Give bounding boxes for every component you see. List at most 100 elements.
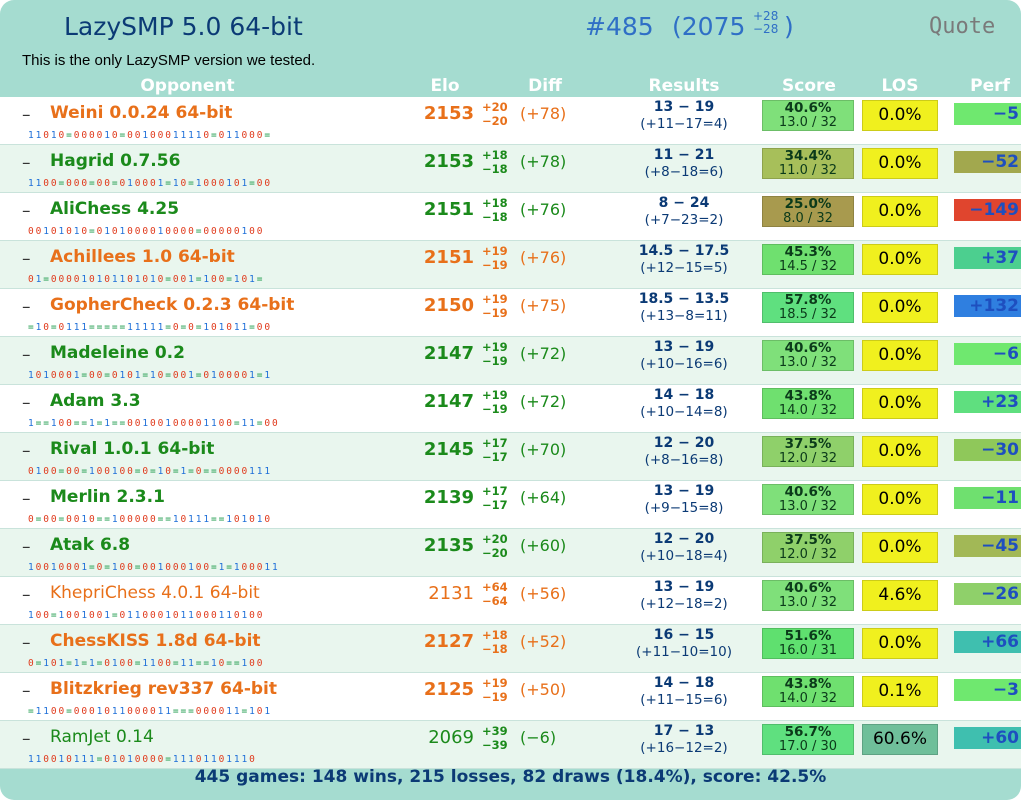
results-total: 13 − 19: [653, 483, 715, 499]
score-percent: 40.6%: [784, 100, 832, 116]
header: LazySMP 5.0 64-bit #485 (2075 +28 −28 ) …: [0, 0, 1021, 56]
opponent-name-link[interactable]: AliChess 4.25: [50, 199, 180, 219]
row-dash: –: [22, 105, 31, 125]
score-fraction: 18.5 / 32: [778, 307, 838, 322]
opponent-name-link[interactable]: Hagrid 0.7.56: [50, 151, 181, 171]
score-percent: 40.6%: [784, 340, 832, 356]
row-dash: –: [22, 441, 31, 461]
results-total: 17 − 13: [653, 723, 715, 739]
opponent-name-link[interactable]: Blitzkrieg rev337 64-bit: [50, 679, 278, 699]
los-cell: 60.6%: [862, 724, 938, 755]
score-fraction: 8.0 / 32: [783, 211, 833, 226]
game-results-sequence: 01=000010101101010=001=100=101=: [28, 274, 265, 285]
row-dash: –: [22, 393, 31, 413]
score-cell: 40.6% 13.0 / 32: [762, 580, 854, 611]
elo-diff: (+72): [520, 344, 567, 363]
opponent-name-link[interactable]: Weini 0.0.24 64-bit: [50, 103, 233, 123]
column-header-perf[interactable]: Perf: [970, 76, 1010, 96]
opponent-elo: 2125: [423, 679, 474, 700]
results-total: 14 − 18: [653, 675, 715, 691]
elo-error: +19 −19: [482, 340, 508, 368]
results-total: 13 − 19: [653, 339, 715, 355]
opponent-name-link[interactable]: Adam 3.3: [50, 391, 141, 411]
results-breakdown: (+16−12=2): [640, 740, 728, 756]
elo-diff: (−6): [520, 728, 557, 747]
column-header-elo[interactable]: Elo: [430, 76, 460, 96]
match-results: 14 − 18 (+10−14=8): [628, 387, 740, 421]
opponent-name-link[interactable]: GopherCheck 0.2.3 64-bit: [50, 295, 295, 315]
score-fraction: 12.0 / 32: [778, 451, 838, 466]
score-cell: 37.5% 12.0 / 32: [762, 532, 854, 563]
table-row: – Merlin 2.3.1 0=00=0010==100000==10111==1…: [0, 481, 1021, 529]
los-cell: 0.0%: [862, 148, 938, 179]
row-dash: –: [22, 681, 31, 701]
opponent-name-link[interactable]: KhepriChess 4.0.1 64-bit: [50, 583, 260, 603]
perf-cell: +37: [954, 247, 1021, 269]
opponent-name-link[interactable]: ChessKISS 1.8d 64-bit: [50, 631, 261, 651]
opponent-name-link[interactable]: RamJet 0.14: [50, 727, 154, 747]
rating-value: (2075: [672, 12, 746, 41]
subtitle: This is the only LazySMP version we test…: [22, 52, 316, 69]
score-fraction: 13.0 / 32: [778, 115, 838, 130]
page-title: LazySMP 5.0 64-bit: [64, 12, 303, 41]
opponent-name-link[interactable]: Merlin 2.3.1: [50, 487, 165, 507]
match-results: 13 − 19 (+12−18=2): [628, 579, 740, 613]
elo-error: +20 −20: [482, 100, 508, 128]
game-results-sequence: 1010001=00=0101=10=001=0100001=1: [28, 370, 272, 381]
elo-error-minus: −19: [482, 258, 508, 272]
los-cell: 0.0%: [862, 196, 938, 227]
opponent-elo: 2151: [423, 247, 474, 268]
elo-diff: (+78): [520, 104, 567, 123]
row-dash: –: [22, 633, 31, 653]
results-breakdown: (+11−15=6): [640, 692, 728, 708]
opponent-elo: 2135: [423, 535, 474, 556]
column-header-results[interactable]: Results: [648, 76, 720, 96]
perf-cell: −6: [954, 343, 1021, 365]
los-cell: 0.1%: [862, 676, 938, 707]
row-dash: –: [22, 297, 31, 317]
elo-diff: (+78): [520, 152, 567, 171]
table-row: – ChessKISS 1.8d 64-bit 0=101=1=1=0100=110…: [0, 625, 1021, 673]
elo-error-minus: −19: [482, 402, 508, 416]
score-fraction: 12.0 / 32: [778, 547, 838, 562]
match-results: 14 − 18 (+11−15=6): [628, 675, 740, 709]
results-breakdown: (+11−10=10): [635, 644, 732, 660]
elo-diff: (+76): [520, 248, 567, 267]
elo-diff: (+60): [520, 536, 567, 555]
results-total: 11 − 21: [653, 147, 715, 163]
elo-error-minus: −19: [482, 306, 508, 320]
row-dash: –: [22, 249, 31, 269]
column-header-los[interactable]: LOS: [881, 76, 919, 96]
score-cell: 57.8% 18.5 / 32: [762, 292, 854, 323]
results-table: – Weini 0.0.24 64-bit 11010=000010=0010001…: [0, 97, 1021, 769]
game-results-sequence: 0=00=0010==100000==10111==101010: [28, 514, 272, 525]
elo-error-minus: −17: [482, 450, 508, 464]
match-results: 13 − 19 (+9−15=8): [628, 483, 740, 517]
score-fraction: 17.0 / 30: [778, 739, 838, 754]
column-header-diff[interactable]: Diff: [528, 76, 562, 96]
elo-diff: (+64): [520, 488, 567, 507]
column-header-opponent[interactable]: Opponent: [140, 76, 235, 96]
summary-footer: 445 games: 148 wins, 215 losses, 82 draw…: [194, 767, 827, 787]
opponent-name-link[interactable]: Atak 6.8: [50, 535, 131, 555]
elo-error: +17 −17: [482, 436, 508, 464]
column-header-score[interactable]: Score: [782, 76, 836, 96]
elo-error-plus: +18: [482, 148, 508, 162]
game-results-sequence: 10010001=0=100=001000100=1=100011: [28, 562, 280, 573]
elo-error-plus: +17: [482, 436, 508, 450]
opponent-name-link[interactable]: Achillees 1.0 64-bit: [50, 247, 235, 267]
opponent-elo: 2145: [423, 439, 474, 460]
opponent-name-link[interactable]: Rival 1.0.1 64-bit: [50, 439, 215, 459]
score-fraction: 14.5 / 32: [778, 259, 838, 274]
perf-cell: +132: [954, 295, 1021, 317]
opponent-name-link[interactable]: Madeleine 0.2: [50, 343, 185, 363]
game-results-sequence: 00101010=0101000010000=00000100: [28, 226, 265, 237]
score-cell: 40.6% 13.0 / 32: [762, 100, 854, 131]
elo-error: +19 −19: [482, 388, 508, 416]
elo-error: +18 −18: [482, 628, 508, 656]
quote-link[interactable]: Quote: [929, 14, 996, 39]
elo-error-minus: −20: [482, 546, 508, 560]
score-percent: 40.6%: [784, 484, 832, 500]
results-breakdown: (+10−16=6): [640, 356, 728, 372]
